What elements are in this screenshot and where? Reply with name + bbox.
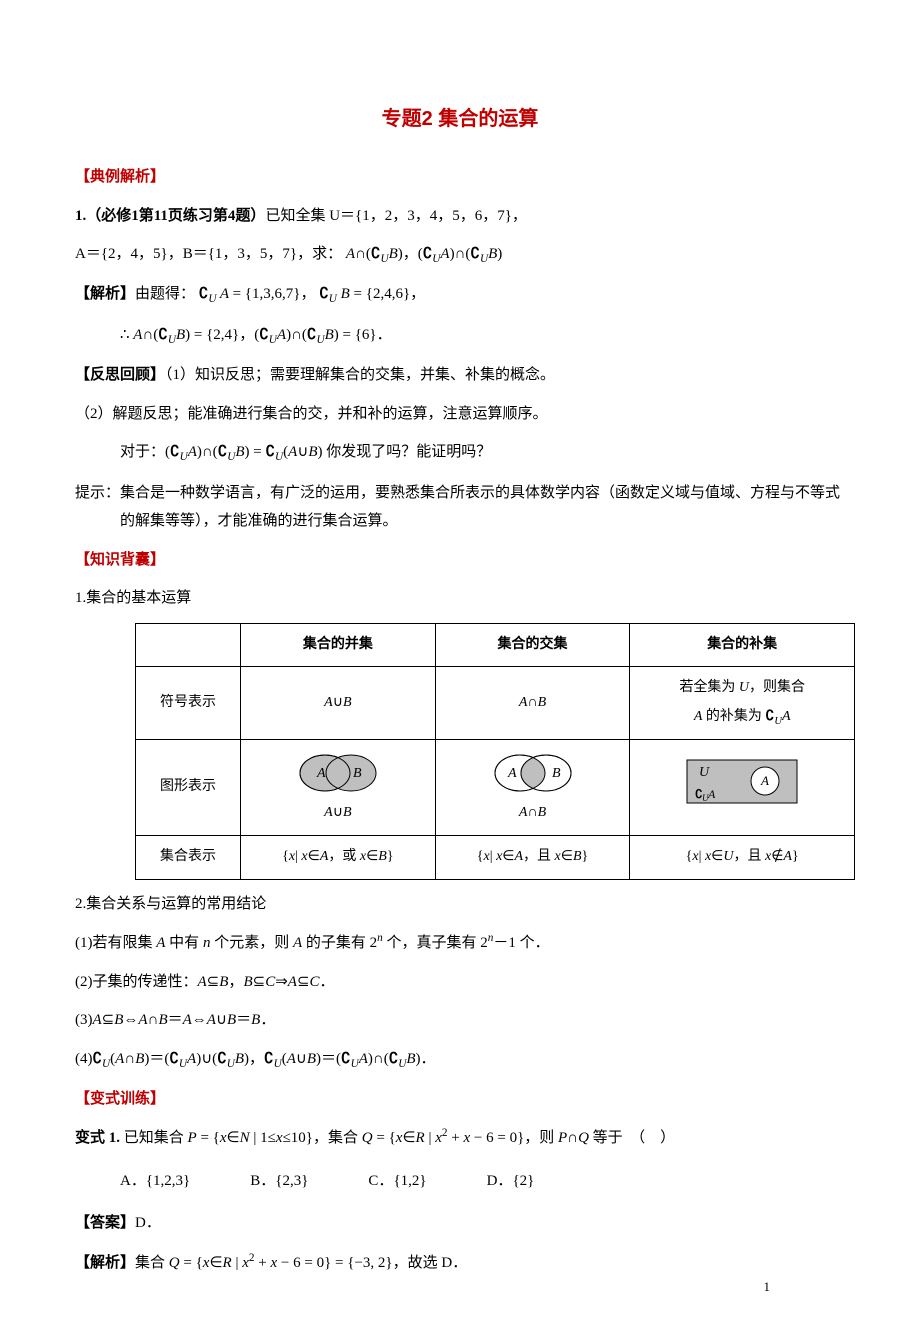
knowledge-2-4: (4)∁U(A∩B)＝(∁UA)∪(∁UB)，∁U(A∪B)＝(∁UA)∩(∁U… [75,1045,845,1075]
svg-text:B: B [353,766,362,781]
table-row-symbol: 符号表示 A∪B A∩B 若全集为 U，则集合A 的补集为 ∁UA [136,667,855,740]
example-1-lead: 1.（必修1第11页练习第4题） [75,208,265,224]
section-knowledge-heading: 【知识背囊】 [75,546,845,575]
variant-1-lead: 变式 1. [75,1130,120,1146]
venn-union-icon: A B [283,748,393,798]
page-title: 专题2 集合的运算 [75,100,845,138]
set-complement: {x| x∈U，且 x∉A} [630,836,855,880]
option-a: A．{1,2,3} [120,1167,190,1196]
knowledge-2-heading: 2.集合关系与运算的常用结论 [75,890,845,919]
variant-1-solution-pre: 集合 [135,1255,169,1271]
option-c: C．{1,2} [368,1167,426,1196]
reflection-2: （2）解题反思；能准确进行集合的交，并和补的运算，注意运算顺序。 [75,400,845,429]
solution-label: 【解析】 [75,286,135,302]
solution-text1: 由题得： [135,286,195,302]
svg-text:U: U [699,765,710,780]
variant-1-answer-label: 【答案】 [75,1215,135,1231]
tip: 提示：集合是一种数学语言，有广泛的运用，要熟悉集合所表示的具体数学内容（函数定义… [75,479,845,536]
page-number: 1 [764,1275,771,1300]
row-set-label: 集合表示 [136,836,241,880]
section-variant-heading: 【变式训练】 [75,1085,845,1114]
knowledge-1-heading: 1.集合的基本运算 [75,584,845,613]
variant-1-pre: 已知集合 [124,1130,188,1146]
solution-line2: ∴ A∩(∁UB) = {2,4}，(∁UA)∩(∁UB) = {6}． [75,321,845,351]
example-1-line1: 1.（必修1第11页练习第4题）已知全集 U＝{1，2，3，4，5，6，7}， [75,202,845,231]
option-b: B．{2,3} [250,1167,308,1196]
variant-1-answer: 【答案】D． [75,1209,845,1238]
venn-intersection-icon: A B [478,748,588,798]
variant-1: 变式 1. 已知集合 P = {x∈N | 1≤x≤10}，集合 Q = {x∈… [75,1123,845,1153]
row-symbol-label: 符号表示 [136,667,241,740]
table-header-complement: 集合的补集 [630,623,855,667]
table-header-intersection: 集合的交集 [435,623,630,667]
variant-1-answer-text: D． [135,1215,161,1231]
venn-union-caption: A∪B [283,800,393,827]
venn-intersection-cell: A B A∩B [435,740,630,836]
set-operations-table: 集合的并集 集合的交集 集合的补集 符号表示 A∪B A∩B 若全集为 U，则集… [135,623,855,880]
variant-1-solution: 【解析】集合 Q = {x∈R | x2 + x − 6 = 0} = {−3,… [75,1248,845,1278]
svg-text:A: A [760,773,769,788]
example-1-body2-pre: A＝{2，4，5}，B＝{1，3，5，7}，求： [75,246,342,262]
svg-text:B: B [552,766,561,781]
variant-1-solution-label: 【解析】 [75,1255,135,1271]
section-example-heading: 【典例解析】 [75,163,845,192]
table-row-set: 集合表示 {x| x∈A，或 x∈B} {x| x∈A，且 x∈B} {x| x… [136,836,855,880]
table-header-union: 集合的并集 [241,623,436,667]
svg-text:A: A [316,766,326,781]
variant-1-solution-post: ，故选 D． [393,1255,468,1271]
set-intersection: {x| x∈A，且 x∈B} [435,836,630,880]
reflection-1-text: （1）知识反思；需要理解集合的交集，并集、补集的概念。 [165,367,555,383]
symbol-intersection: A∩B [435,667,630,740]
variant-1-options: A．{1,2,3} B．{2,3} C．{1,2} D．{2} [75,1167,845,1196]
reflection-1: 【反思回顾】（1）知识反思；需要理解集合的交集，并集、补集的概念。 [75,361,845,390]
example-1-line2: A＝{2，4，5}，B＝{1，3，5，7}，求： A∩(∁UB)，(∁UA)∩(… [75,240,845,270]
option-d: D．{2} [487,1167,535,1196]
set-union: {x| x∈A，或 x∈B} [241,836,436,880]
reflection-3-pre: 对于： [120,444,165,460]
symbol-union: A∪B [241,667,436,740]
knowledge-2-1: (1)若有限集 A 中有 n 个元素，则 A 的子集有 2n 个，真子集有 2n… [75,928,845,958]
example-1-body1: 已知全集 U＝{1，2，3，4，5，6，7}， [265,208,526,224]
table-header-blank [136,623,241,667]
solution-line1: 【解析】由题得： ∁U A = {1,3,6,7}， ∁U B = {2,4,6… [75,280,845,310]
venn-complement-icon: U A ∁ U A [677,754,807,809]
svg-text:A: A [707,787,716,801]
venn-intersection-caption: A∩B [478,800,588,827]
variant-1-mid: ，集合 [313,1130,362,1146]
svg-text:A: A [507,766,517,781]
venn-union-cell: A B A∪B [241,740,436,836]
venn-complement-cell: U A ∁ U A [630,740,855,836]
example-1-math: A [346,246,355,262]
table-header-row: 集合的并集 集合的交集 集合的补集 [136,623,855,667]
row-graph-label: 图形表示 [136,740,241,836]
reflection-label: 【反思回顾】 [75,367,165,383]
symbol-complement: 若全集为 U，则集合A 的补集为 ∁UA [630,667,855,740]
knowledge-2-2: (2)子集的传递性：A⊆B，B⊆C⇒A⊆C． [75,968,845,997]
reflection-3: 对于：(∁UA)∩(∁UB) = ∁U(A∪B) 你发现了吗？能证明吗？ [75,438,845,468]
table-row-graph: 图形表示 A B A∪B [136,740,855,836]
reflection-3-post: 你发现了吗？能证明吗？ [326,444,491,460]
knowledge-2-3: (3)A⊆B⇔A∩B＝A⇔A∪B＝B． [75,1006,845,1035]
